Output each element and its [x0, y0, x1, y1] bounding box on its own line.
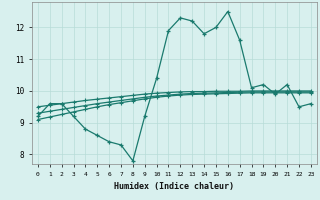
X-axis label: Humidex (Indice chaleur): Humidex (Indice chaleur) — [115, 182, 234, 191]
